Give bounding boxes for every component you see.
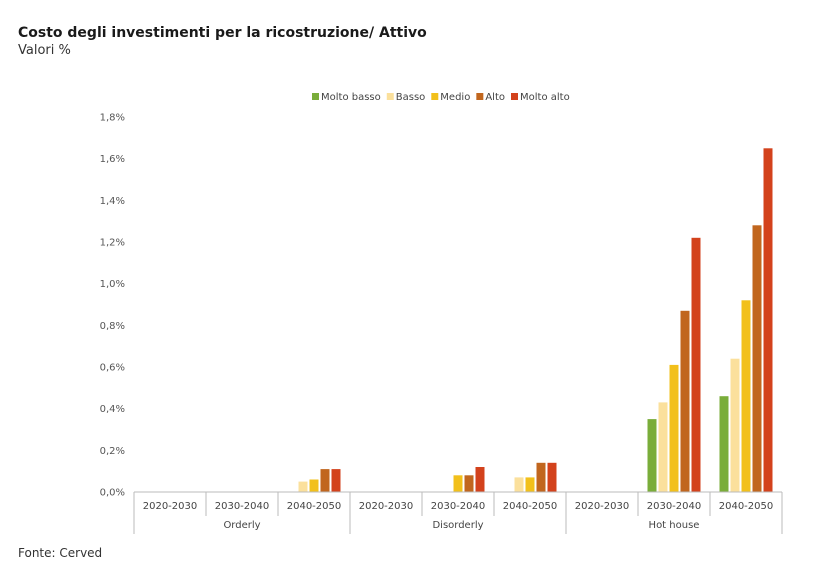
bar xyxy=(647,419,657,492)
legend-label: Molto alto xyxy=(520,92,570,103)
bar xyxy=(547,462,557,492)
bar xyxy=(680,310,690,493)
legend-swatch xyxy=(511,93,518,100)
x-group-label: Hot house xyxy=(649,520,700,531)
y-tick-label: 0,6% xyxy=(100,363,125,374)
y-tick-label: 0,0% xyxy=(100,488,125,499)
legend: Molto basso Basso Medio Alto Molto alto xyxy=(312,92,570,103)
y-tick-label: 0,8% xyxy=(100,321,125,332)
bar xyxy=(320,469,330,492)
x-tick-label: 2030-2040 xyxy=(215,501,270,512)
source-note: Fonte: Cerved xyxy=(18,546,103,560)
bar xyxy=(536,462,546,492)
y-tick-label: 1,6% xyxy=(100,154,125,165)
y-tick-label: 1,0% xyxy=(100,279,125,290)
x-tick-label: 2020-2030 xyxy=(575,501,630,512)
legend-label: Molto basso xyxy=(321,92,381,103)
y-tick-label: 0,2% xyxy=(100,446,125,457)
bar xyxy=(669,364,679,492)
bar xyxy=(752,225,762,493)
bar xyxy=(331,469,341,492)
y-tick-label: 1,2% xyxy=(100,238,125,249)
bar xyxy=(741,300,751,492)
y-tick-label: 1,8% xyxy=(100,113,125,124)
bar xyxy=(298,481,308,492)
legend-swatch xyxy=(476,93,484,100)
bar xyxy=(514,477,524,492)
bar xyxy=(525,477,535,492)
bar xyxy=(309,479,319,492)
x-tick-label: 2040-2050 xyxy=(503,501,558,512)
x-tick-label: 2030-2040 xyxy=(431,501,486,512)
bar xyxy=(464,475,474,492)
x-tick-label: 2040-2050 xyxy=(719,501,774,512)
x-group-label: Orderly xyxy=(223,520,260,531)
x-tick-label: 2020-2030 xyxy=(143,501,198,512)
bar xyxy=(763,148,773,493)
x-tick-label: 2030-2040 xyxy=(647,501,702,512)
y-axis: 0,0% 0,2% 0,4% 0,6% 0,8% 1,0% 1,2% 1,4% 1,6% 1,8% xyxy=(100,113,125,499)
bar xyxy=(658,402,668,492)
chart-title: Costo degli investimenti per la ricostru… xyxy=(18,25,427,41)
y-tick-label: 0,4% xyxy=(100,404,125,415)
bar xyxy=(453,475,463,492)
bar xyxy=(719,396,729,492)
y-tick-label: 1,4% xyxy=(100,196,125,207)
x-tick-label: 2040-2050 xyxy=(287,501,342,512)
x-axis: 2020-2030 2030-2040 2040-2050 2020-2030 2030… xyxy=(133,491,783,534)
x-group-label: Disorderly xyxy=(432,520,483,531)
legend-swatch xyxy=(312,93,319,100)
bars xyxy=(298,148,773,493)
legend-label: Medio xyxy=(440,92,470,103)
bar xyxy=(730,358,740,492)
bar xyxy=(475,467,485,492)
legend-swatch xyxy=(386,93,394,100)
bar xyxy=(691,237,701,492)
x-tick-label: 2020-2030 xyxy=(359,501,414,512)
chart-subtitle: Valori % xyxy=(18,43,71,58)
legend-label: Basso xyxy=(396,92,426,103)
legend-label: Alto xyxy=(485,92,505,103)
legend-swatch xyxy=(431,93,439,100)
